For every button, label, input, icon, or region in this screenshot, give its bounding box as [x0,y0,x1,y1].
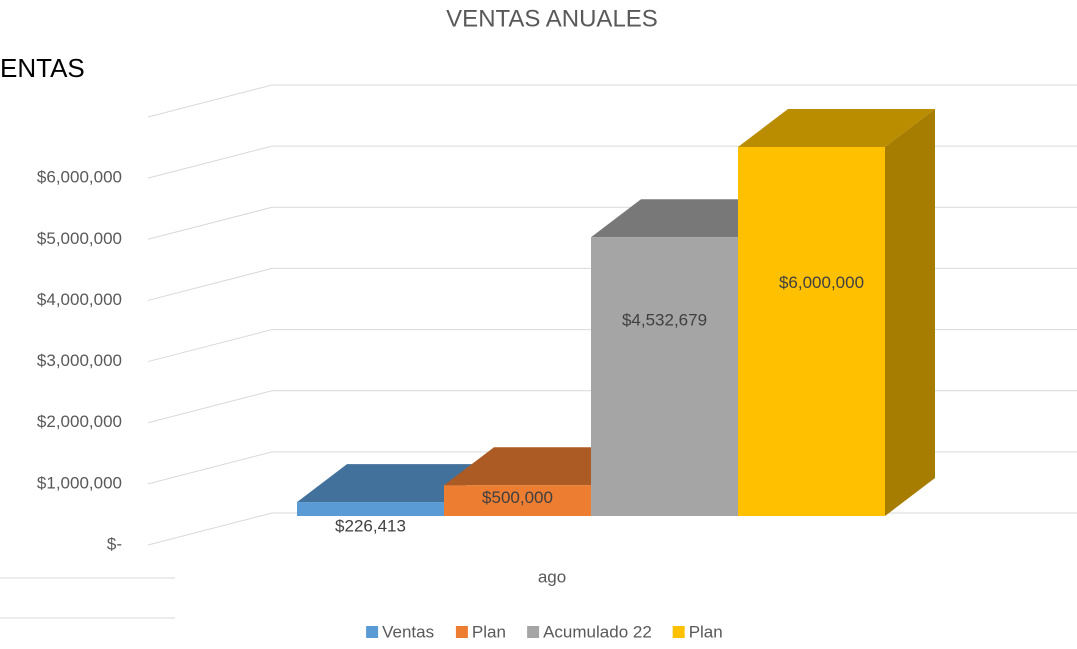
y-tick-label: $5,000,000 [37,229,122,248]
chart-title: VENTAS ANUALES [446,5,658,32]
bar-top [738,108,935,147]
y-tick-label: $1,000,000 [37,473,122,492]
cropped-text: ENTAS [0,53,85,83]
grid-line [147,84,1077,118]
y-tick-label: $- [107,534,122,553]
legend-swatch [527,626,540,638]
bar [591,237,738,516]
grid-line [147,145,1077,179]
value-label: $4,532,679 [622,310,707,329]
legend-label: Ventas [382,622,434,641]
bar-side [885,108,935,516]
x-tick-label: ago [538,567,566,586]
legend-swatch [366,626,379,638]
y-tick-label: $3,000,000 [37,351,122,370]
bar [738,146,885,516]
legend-label: Plan [689,622,723,641]
bar [444,485,591,516]
legend-label: Acumulado 22 [543,622,652,641]
y-tick-label: $6,000,000 [37,168,122,187]
value-label: $500,000 [482,488,553,507]
legend-swatch [455,626,468,638]
grid-line [147,512,1077,546]
legend-swatch [672,626,685,638]
y-tick-label: $4,000,000 [37,290,122,309]
value-label: $6,000,000 [779,273,864,292]
bar [297,502,444,516]
value-label: $226,413 [335,516,406,535]
y-tick-label: $2,000,000 [37,412,122,431]
legend-label: Plan [472,622,506,641]
